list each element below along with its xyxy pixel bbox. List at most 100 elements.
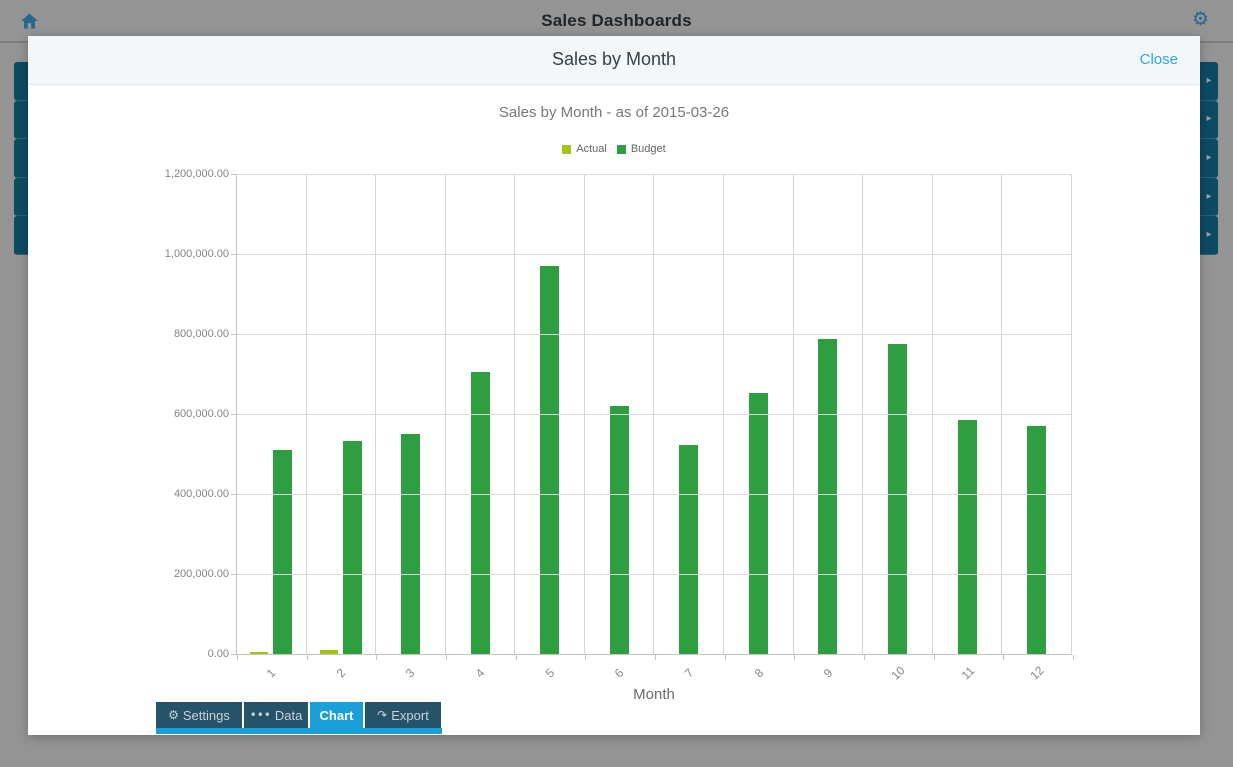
y-axis-tick-label: 400,000.00 bbox=[173, 488, 229, 500]
y-axis-tick-label: 600,000.00 bbox=[173, 408, 229, 420]
tab-label: Export bbox=[391, 707, 429, 723]
list-item: ▸ bbox=[1200, 62, 1218, 101]
background-list-right: ▸ ▸ ▸ ▸ ▸ bbox=[1200, 62, 1218, 255]
bar-budget-month-3[interactable] bbox=[400, 434, 420, 654]
gridline bbox=[237, 174, 1072, 175]
x-tick bbox=[794, 655, 795, 660]
x-tick bbox=[864, 655, 865, 660]
bar-budget-month-12[interactable] bbox=[1027, 426, 1047, 654]
y-tick bbox=[231, 174, 237, 175]
chevron-right-icon: ▸ bbox=[1206, 113, 1212, 125]
gear-icon: ⚙ bbox=[168, 708, 179, 722]
y-tick bbox=[231, 494, 237, 495]
chevron-right-icon: ▸ bbox=[1206, 190, 1212, 202]
x-axis-tick-label: 1 bbox=[263, 665, 279, 681]
tab-settings[interactable]: ⚙ Settings bbox=[156, 702, 242, 728]
legend-label: Budget bbox=[630, 143, 666, 155]
list-item bbox=[14, 216, 28, 255]
tab-chart[interactable]: Chart bbox=[310, 702, 363, 728]
list-item: ▸ bbox=[1200, 177, 1218, 217]
x-axis-tick-label: 5 bbox=[542, 665, 557, 681]
bar-budget-month-6[interactable] bbox=[609, 406, 629, 654]
list-item bbox=[14, 139, 28, 178]
x-tick bbox=[585, 655, 586, 660]
modal-header: Sales by Month Close bbox=[28, 36, 1200, 85]
x-tick bbox=[934, 655, 935, 660]
home-icon[interactable] bbox=[21, 13, 38, 29]
x-tick bbox=[516, 655, 517, 660]
gridline bbox=[237, 414, 1072, 415]
dots-icon: ••• bbox=[249, 708, 271, 722]
list-item bbox=[14, 100, 28, 140]
background-list-left bbox=[14, 62, 28, 255]
sales-by-month-modal: Sales by Month Close Sales by Month - as… bbox=[28, 36, 1200, 735]
chevron-right-icon: ▸ bbox=[1206, 229, 1212, 241]
bar-budget-month-7[interactable] bbox=[679, 445, 699, 654]
y-axis-tick-label: 800,000.00 bbox=[173, 328, 229, 340]
gridline bbox=[237, 254, 1072, 255]
chart-title: Sales by Month - as of 2015-03-26 bbox=[498, 104, 730, 121]
app-title: Sales Dashboards bbox=[541, 11, 692, 30]
list-item: ▸ bbox=[1200, 216, 1218, 255]
y-axis-labels: 0.00 200,000.00 400,000.00 600,000.00 800,00… bbox=[28, 36, 229, 696]
bar-actual-month-1[interactable] bbox=[250, 652, 269, 654]
gridline bbox=[237, 334, 1072, 335]
x-axis-tick-label: 12 bbox=[1027, 663, 1047, 683]
modal-title: Sales by Month bbox=[551, 49, 677, 69]
y-axis-tick-label: 0.00 bbox=[207, 648, 229, 660]
gear-icon[interactable]: ⚙ bbox=[1191, 8, 1209, 30]
x-tick bbox=[655, 655, 656, 660]
gridline bbox=[237, 494, 1072, 495]
x-axis-tick-label: 6 bbox=[611, 665, 627, 681]
tab-label: Chart bbox=[319, 707, 354, 723]
x-tick bbox=[237, 655, 238, 660]
legend-label: Actual bbox=[576, 143, 607, 155]
y-tick bbox=[231, 254, 237, 255]
x-axis-tick-label: 8 bbox=[751, 665, 766, 681]
x-axis-tick-label: 7 bbox=[681, 665, 697, 681]
tab-label: Settings bbox=[182, 707, 230, 723]
x-tick bbox=[1073, 655, 1074, 660]
chevron-right-icon: ▸ bbox=[1206, 74, 1212, 86]
bar-budget-month-9[interactable] bbox=[818, 339, 838, 654]
list-item bbox=[14, 62, 28, 101]
legend-item-budget[interactable]: Budget bbox=[616, 143, 666, 155]
x-tick bbox=[725, 655, 726, 660]
x-axis-tick-label: 4 bbox=[472, 665, 488, 681]
bar-budget-month-2[interactable] bbox=[342, 441, 362, 654]
y-tick bbox=[231, 414, 237, 415]
y-tick bbox=[231, 654, 237, 655]
x-axis-tick-label: 3 bbox=[402, 665, 418, 681]
x-axis-tick-label: 2 bbox=[333, 665, 348, 681]
actual-swatch-icon bbox=[562, 144, 572, 154]
legend-item-actual[interactable]: Actual bbox=[562, 143, 607, 155]
x-tick bbox=[1003, 655, 1004, 660]
x-axis-tick-label: 10 bbox=[888, 663, 908, 683]
tab-export[interactable]: ↷ Export bbox=[365, 702, 441, 728]
bar-budget-month-11[interactable] bbox=[957, 420, 977, 654]
chevron-right-icon: ▸ bbox=[1206, 151, 1212, 163]
bar-actual-month-2[interactable] bbox=[319, 650, 338, 654]
close-button[interactable]: Close bbox=[1139, 51, 1178, 68]
x-axis-tick-label: 9 bbox=[820, 665, 836, 681]
bar-budget-month-1[interactable] bbox=[273, 450, 293, 654]
budget-swatch-icon bbox=[616, 144, 626, 154]
tab-data[interactable]: ••• Data bbox=[244, 702, 308, 728]
bar-budget-month-5[interactable] bbox=[540, 266, 560, 654]
tab-label: Data bbox=[274, 707, 303, 723]
tab-underline bbox=[156, 728, 442, 734]
x-axis-tick-label: 11 bbox=[958, 663, 977, 683]
y-tick bbox=[231, 574, 237, 575]
modal-tab-bar: ⚙ Settings ••• Data Chart ↷ Export bbox=[156, 702, 441, 728]
y-tick bbox=[231, 334, 237, 335]
bar-budget-month-4[interactable] bbox=[470, 372, 490, 654]
list-item: ▸ bbox=[1200, 100, 1218, 140]
bar-budget-month-10[interactable] bbox=[887, 344, 907, 654]
share-icon: ↷ bbox=[377, 708, 388, 722]
x-tick bbox=[446, 655, 447, 660]
list-item: ▸ bbox=[1200, 139, 1218, 178]
y-axis-tick-label: 1,200,000.00 bbox=[164, 168, 229, 180]
chart-legend: Actual Budget bbox=[28, 143, 1200, 155]
plot-area bbox=[231, 174, 1074, 660]
bar-budget-month-8[interactable] bbox=[748, 393, 768, 654]
